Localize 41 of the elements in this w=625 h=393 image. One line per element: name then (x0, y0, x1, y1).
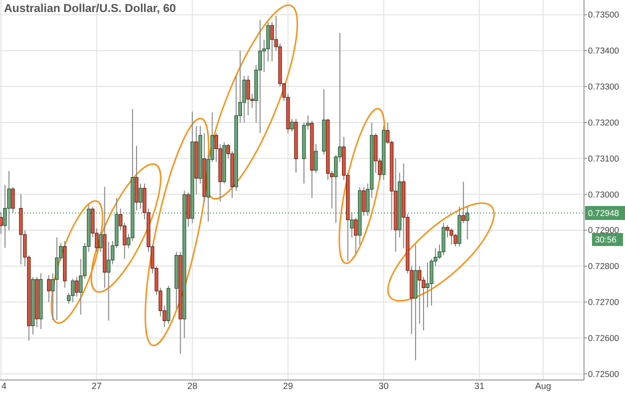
y-tick-label: 0.73200 (588, 117, 620, 128)
candlestick (0, 212, 3, 234)
ref-line-label: 0.72948 (588, 208, 620, 218)
y-tick-label: 0.72500 (588, 368, 620, 379)
candlestick (426, 262, 430, 308)
candlestick (98, 232, 102, 252)
y-tick-label: 0.73300 (588, 82, 620, 92)
candlestick (138, 183, 142, 210)
candlestick (362, 186, 366, 216)
candlestick (462, 181, 466, 224)
x-tick-label: 27 (92, 381, 102, 391)
candlestick (242, 75, 246, 123)
y-tick-label: 0.72700 (588, 297, 620, 308)
candlestick (266, 21, 270, 62)
candlestick (74, 276, 79, 298)
candlestick (450, 228, 454, 246)
y-tick-label: 0.73400 (588, 46, 620, 56)
x-tick-label: 31 (474, 381, 484, 391)
x-tick-label: 28 (187, 381, 198, 391)
candlestick (47, 274, 51, 303)
y-tick-label: 0.73100 (588, 153, 620, 164)
x-tick-label: 29 (283, 381, 294, 391)
candlestick (106, 241, 110, 322)
candlestick (70, 278, 75, 303)
chart-title: Australian Dollar/U.S. Dollar, 60 (4, 3, 176, 15)
candlestick (55, 236, 59, 321)
y-tick-label: 0.73000 (588, 189, 620, 200)
x-tick-label: Aug (535, 381, 552, 391)
y-tick-label: 0.72800 (588, 261, 620, 272)
candlestick (246, 75, 250, 116)
candlestick (258, 19, 262, 134)
x-tick-label: 30 (378, 381, 389, 391)
x-tick-label: 4 (1, 381, 7, 391)
y-tick-label: 0.72600 (588, 332, 620, 343)
candlestick (186, 192, 190, 228)
candlestick (11, 186, 15, 213)
candlestick (290, 118, 294, 132)
candlestick (314, 144, 318, 174)
text: 30:56 (595, 234, 617, 244)
y-tick-label: 0.73500 (588, 10, 620, 20)
y-tick-label: 0.72900 (588, 225, 620, 236)
